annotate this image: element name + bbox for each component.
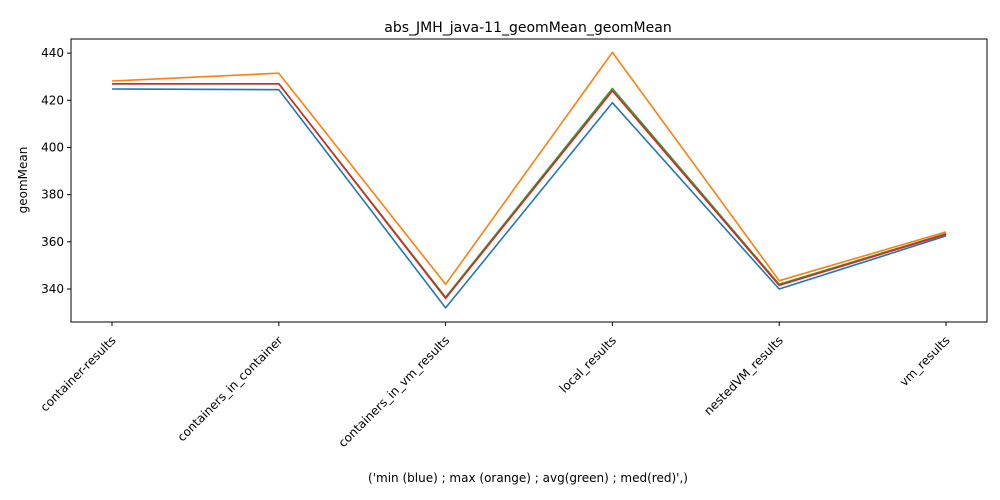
x-axis: container-results containers_in_container…	[38, 322, 953, 450]
plot-area	[70, 38, 988, 323]
y-tick-label: 380	[41, 188, 64, 202]
x-tick-label: containers_in_container	[175, 333, 286, 444]
series-line-1	[111, 88, 947, 309]
x-tick-label: vm_results	[897, 333, 953, 389]
x-tick-label: containers_in_vm_results	[336, 333, 453, 450]
series-line-4	[112, 83, 947, 300]
y-tick-label: 360	[41, 235, 64, 249]
y-tick-label: 420	[41, 93, 64, 107]
y-tick-label: 440	[41, 46, 64, 60]
y-tick-label: 400	[41, 140, 64, 154]
x-tick-label: container-results	[38, 333, 119, 414]
x-axis-label: ('min (blue) ; max (orange) ; avg(green)…	[368, 471, 688, 485]
series-layer	[111, 51, 947, 309]
series-line-2	[111, 51, 947, 286]
y-tick-label: 340	[41, 282, 64, 296]
chart-title: abs_JMH_java-11_geomMean_geomMean	[384, 20, 671, 36]
y-axis-label: geomMean	[16, 147, 30, 214]
series-line-3	[112, 83, 947, 299]
x-tick-label: nestedVM_results	[701, 333, 786, 418]
y-axis: 340 360 380 400 420 440	[41, 46, 71, 296]
x-tick-label: local_results	[557, 333, 619, 395]
